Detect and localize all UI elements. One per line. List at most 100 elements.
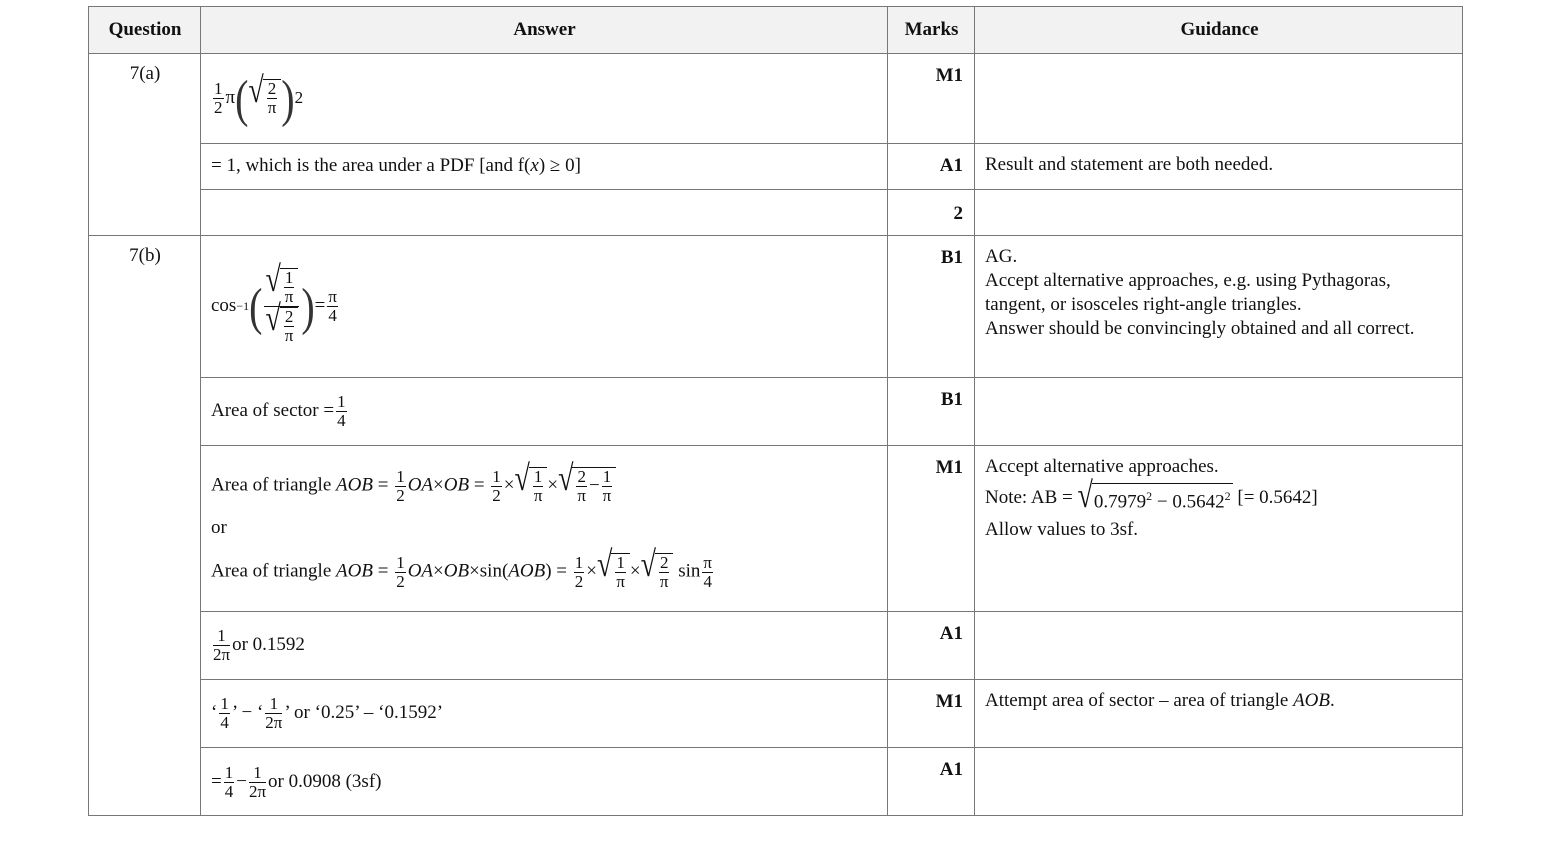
guidance-cell: Attempt area of sector – area of triangl… [985, 689, 1335, 713]
italic-variable: x [530, 155, 539, 176]
math-text: ’ − ‘ [231, 702, 264, 723]
answer-line: Area of triangle AOB = 1 2 OA×OB×sin(AOB) … [211, 547, 715, 591]
math-text: π [533, 486, 543, 505]
math-text: Allow values to 3sf. [985, 519, 1139, 541]
math-text: 4 [328, 305, 337, 325]
math-text: 1 [220, 693, 229, 713]
math-text: 2 [492, 485, 501, 505]
denominator: 2 [395, 572, 406, 591]
italic-variable: OA [407, 474, 434, 496]
mark-code: A1 [939, 759, 963, 780]
exponent: 2 [294, 88, 304, 107]
square-root: √ 2 π [265, 300, 299, 345]
right-paren: ) [301, 276, 315, 336]
math-text: 1 [337, 391, 346, 411]
radical-sign: √ [1077, 475, 1093, 517]
square-root: √ 1 π [597, 547, 630, 591]
math-text: 4 [337, 410, 346, 430]
numerator: π [327, 286, 338, 307]
parentheses: (√ 2 π) [235, 69, 295, 128]
math-text: × [503, 474, 515, 496]
math-text: 1 [492, 466, 501, 486]
numerator: 1 [223, 763, 235, 783]
math-text: 2 [659, 553, 669, 572]
square-root: √ 1 π [515, 461, 548, 505]
header-marks: Marks [904, 19, 959, 40]
guidance-line: tangent, or isosceles right-angle triang… [985, 293, 1415, 317]
left-paren: ( [235, 68, 249, 128]
superscript: 2 [1224, 489, 1231, 503]
mark-code: M1 [935, 457, 963, 478]
math-text: π [328, 286, 337, 306]
math-text: = [211, 771, 222, 792]
math-text: 2 [267, 79, 277, 98]
math-text: × [433, 474, 444, 496]
denominator: √ 2 π [264, 300, 299, 345]
row-divider [200, 377, 1462, 378]
math-text: ‘ [211, 702, 218, 723]
math-text: 1 [217, 625, 226, 645]
guidance-cell: Accept alternative approaches. Note: AB =… [985, 455, 1318, 542]
row-divider [200, 679, 1462, 680]
answer-cell: 1 2 π(√ 2 π) 2 [211, 53, 303, 143]
guidance-line: Allow values to 3sf. [985, 518, 1318, 542]
math-text: π [703, 552, 712, 572]
math-text: 1 [602, 467, 612, 486]
numerator: 2 [576, 468, 587, 487]
math-text: 2π [213, 644, 231, 664]
numerator: 1 [615, 554, 626, 573]
parentheses: (√ 1 π √ 2 π) [249, 261, 315, 345]
numerator: 1 [213, 79, 224, 99]
math-text: π [284, 325, 294, 345]
math-text: Accept alternative approaches. [985, 456, 1219, 477]
math-text: 2π [248, 781, 267, 801]
math-text: Accept alternative approaches, e.g. usin… [985, 270, 1391, 291]
math-text: tangent, or isosceles right-angle triang… [985, 294, 1302, 315]
square-root: √ 0.79792 − 0.56422 [1078, 477, 1233, 514]
math-text: 2 [574, 571, 584, 591]
math-text: 2 [284, 306, 294, 326]
denominator: π [284, 325, 295, 345]
denominator: π [576, 487, 587, 505]
guidance-line: Note: AB = √ 0.79792 − 0.56422 [= 0.5642] [985, 477, 1318, 514]
math-text: − 0.5642 [1152, 491, 1225, 513]
numerator: 1 [601, 467, 613, 487]
math-text: ) ≥ 0] [538, 155, 581, 176]
guidance-line: AG. [985, 245, 1415, 269]
math-text: π [577, 486, 587, 505]
header-answer: Answer [513, 19, 576, 40]
denominator: 2 [213, 98, 224, 117]
math-text: π [267, 98, 277, 117]
table-header: Question Answer Marks Guidance [89, 7, 1462, 54]
guidance-line: Result and statement are both needed. [985, 153, 1273, 177]
mark-code: M1 [935, 65, 963, 86]
math-text: × [433, 560, 444, 582]
denominator: 4 [327, 305, 338, 325]
math-text: or 0.1592 [232, 634, 305, 655]
math-text: ) = [545, 560, 572, 582]
math-text: 1 [269, 693, 279, 713]
math-text: π [616, 572, 625, 591]
guidance-cell: AG. Accept alternative approaches, e.g. u… [985, 245, 1415, 341]
fraction: 1 2π [265, 693, 283, 732]
math-text: 4 [703, 571, 712, 591]
math-text: 1 [396, 552, 405, 572]
numerator: 1 [532, 468, 544, 487]
answer-cell: ‘1 4’ − ‘1 2π’ or ‘0.25’ – ‘0.1592’ [211, 679, 443, 747]
math-text: = [469, 474, 490, 496]
italic-variable: AOB [336, 474, 373, 496]
fraction: 1 2π [248, 763, 267, 801]
math-text: = [372, 560, 394, 582]
math-text: or [211, 517, 227, 538]
